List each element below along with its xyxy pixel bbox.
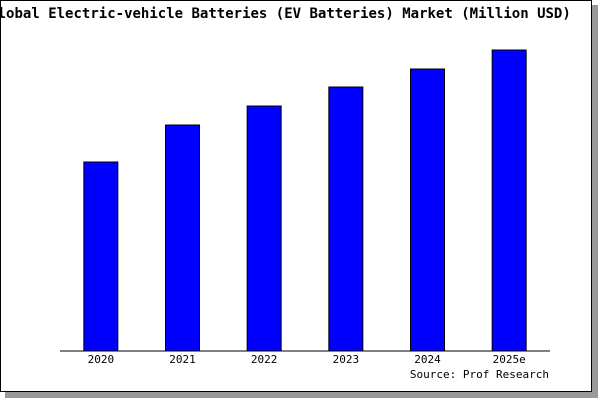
- source-note: Source: Prof Research: [410, 368, 549, 381]
- bar: [491, 49, 527, 352]
- x-tick-label: 2020: [88, 353, 115, 366]
- bars: [83, 49, 527, 352]
- chart-title: Global Electric-vehicle Batteries (EV Ba…: [0, 6, 571, 22]
- x-tick-label: 2022: [251, 353, 278, 366]
- x-tick-label: 2021: [169, 353, 196, 366]
- x-tick-label: 2024: [414, 353, 441, 366]
- x-tick-label: 2023: [333, 353, 360, 366]
- plot-area: [60, 48, 550, 351]
- bar: [410, 68, 445, 352]
- bar: [165, 124, 200, 352]
- bar: [328, 86, 364, 352]
- bar: [83, 161, 119, 352]
- title-group: Global Electric-vehicle Batteries (EV Ba…: [0, 6, 571, 22]
- x-tick-label: 2025e: [493, 353, 526, 366]
- bar: [246, 105, 282, 352]
